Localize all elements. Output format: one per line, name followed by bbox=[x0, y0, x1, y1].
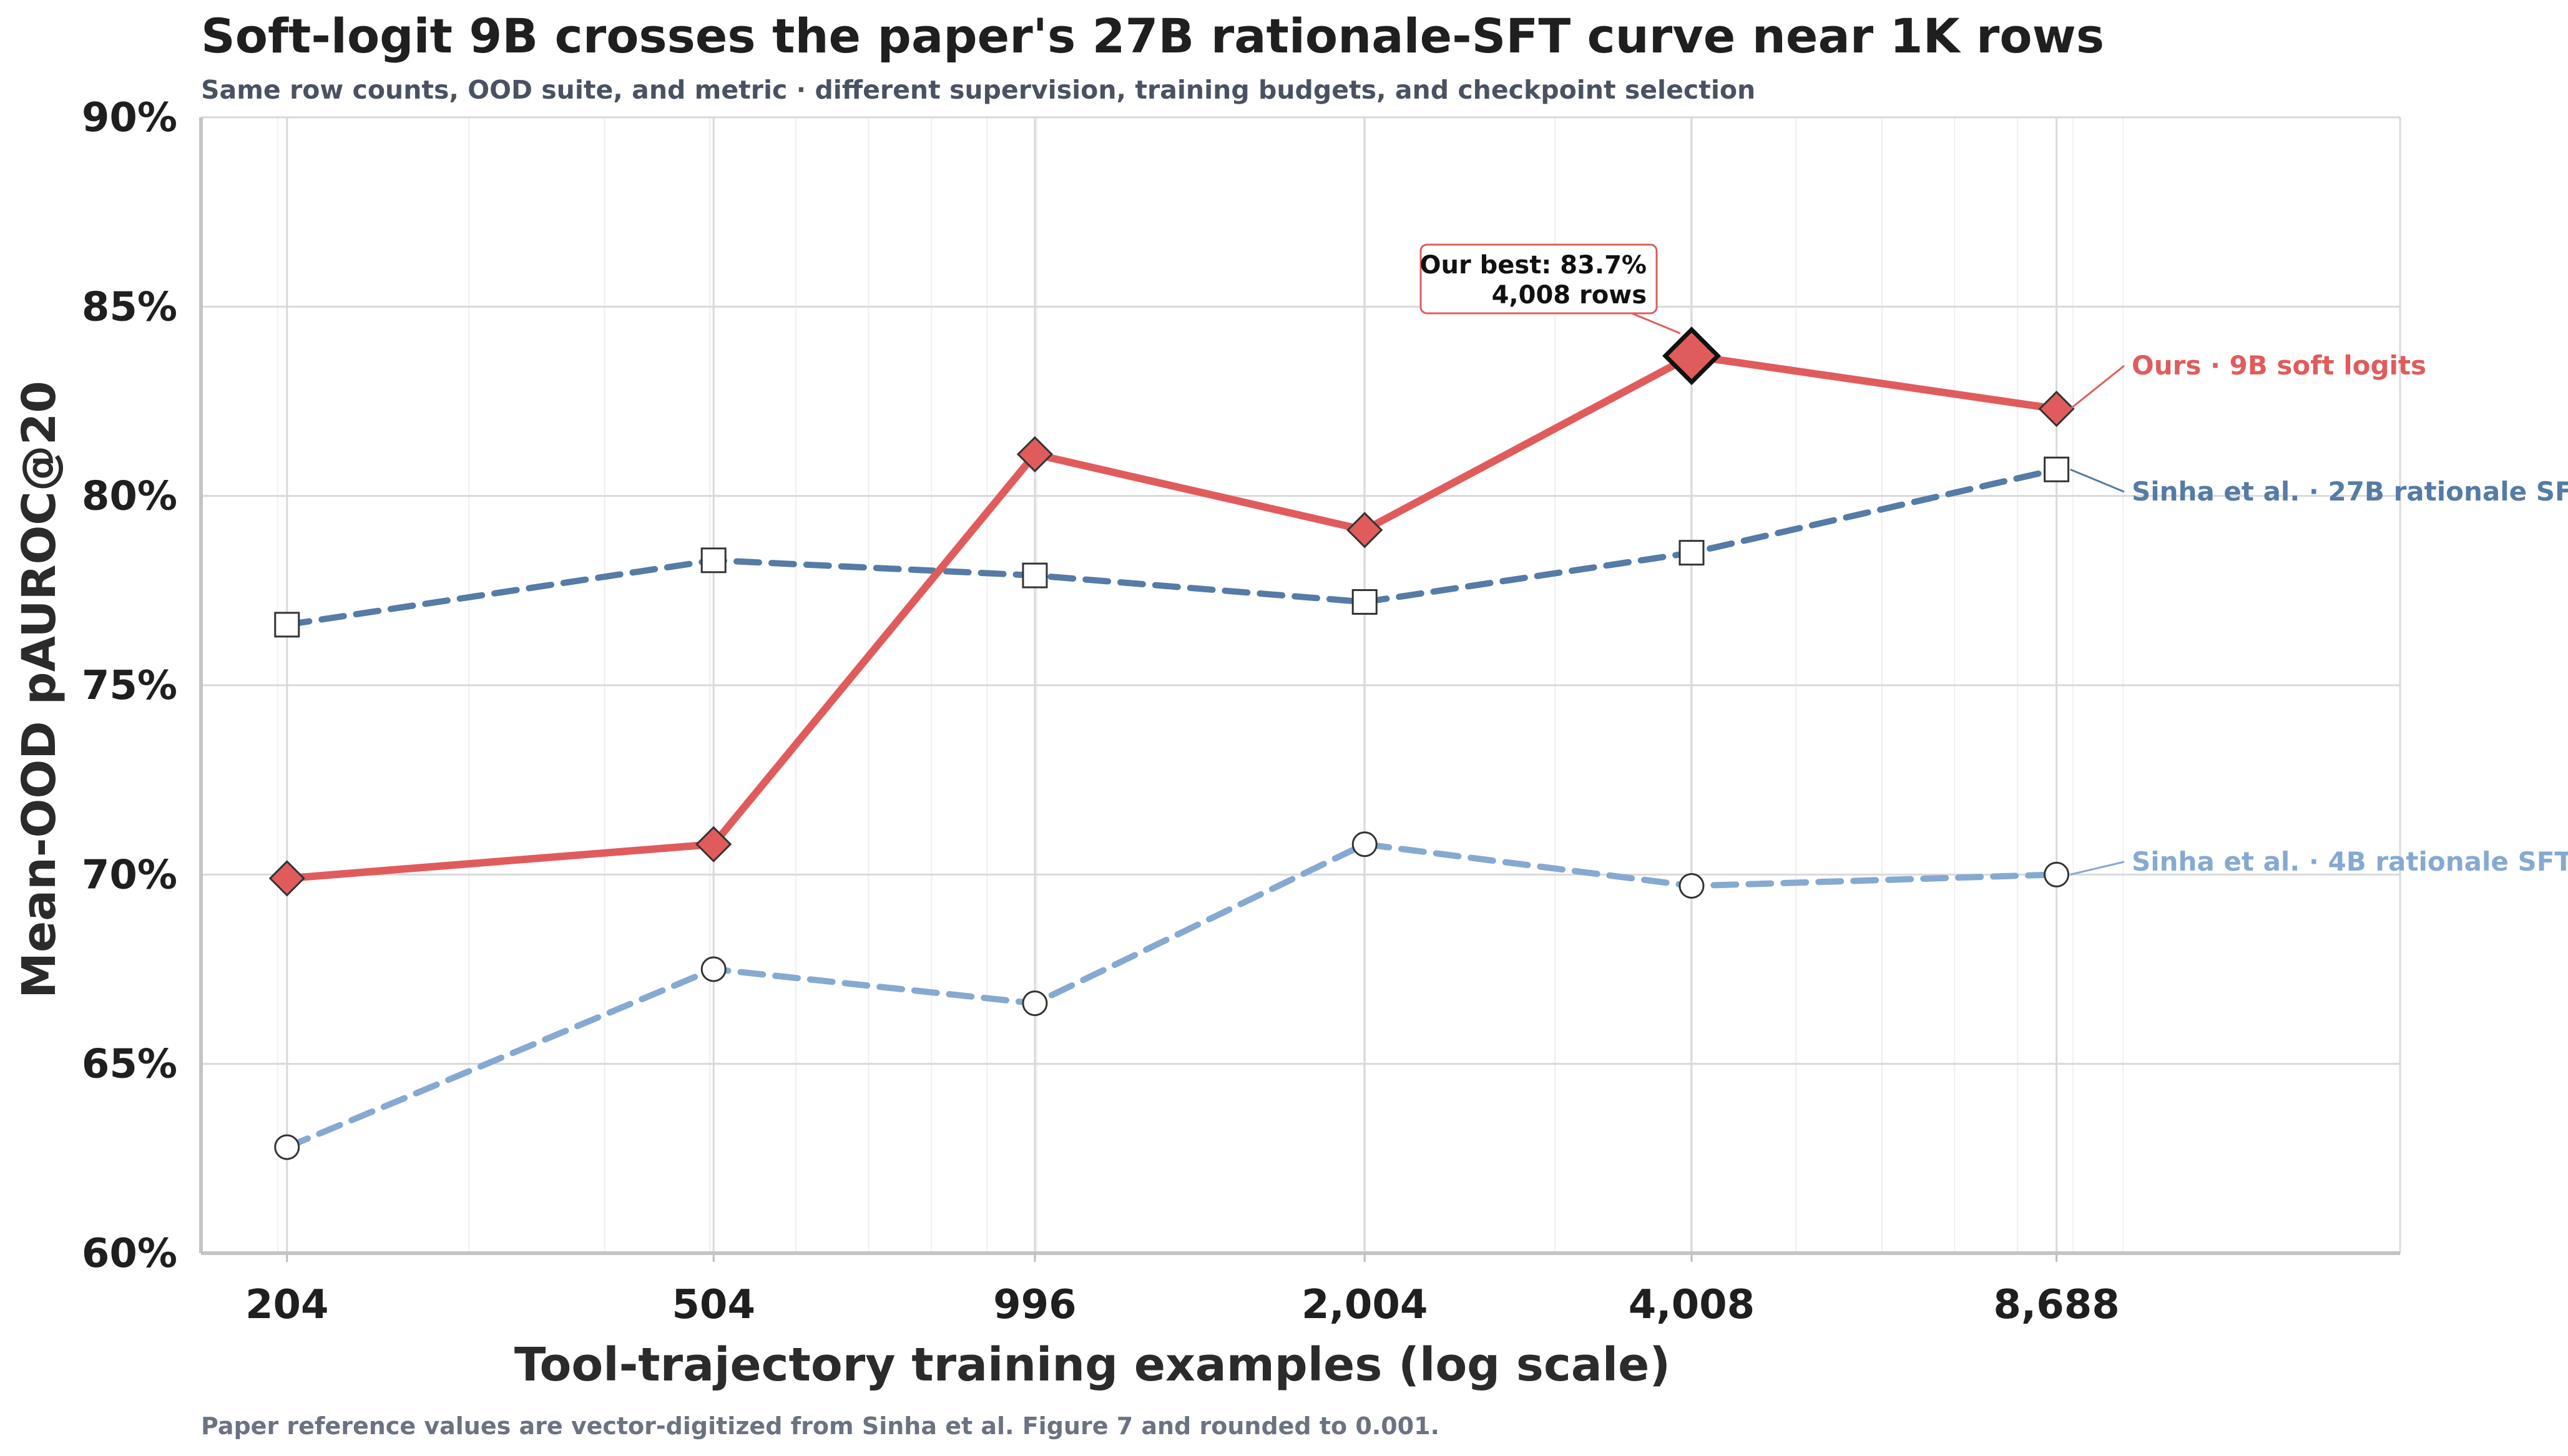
x-tick-label: 204 bbox=[245, 1282, 329, 1328]
series-line bbox=[283, 466, 2060, 628]
series-label: Sinha et al. · 27B rationale SFT bbox=[2132, 476, 2568, 507]
y-tick-label: 70% bbox=[82, 852, 177, 898]
x-tick-label: 996 bbox=[993, 1282, 1077, 1328]
series-labels: Ours · 9B soft logits Sinha et al. · 27B … bbox=[2069, 350, 2568, 877]
series-label: Ours · 9B soft logits bbox=[2132, 350, 2426, 381]
series-label: Sinha et al. · 4B rationale SFT bbox=[2132, 846, 2568, 877]
data-point bbox=[1346, 512, 1383, 549]
y-tick-label: 85% bbox=[82, 284, 177, 330]
data-point bbox=[1679, 540, 1705, 566]
series-line bbox=[283, 352, 2061, 882]
grid bbox=[201, 116, 2401, 1254]
data-point bbox=[2038, 391, 2075, 428]
best-data-point bbox=[1662, 326, 1721, 386]
series-line bbox=[283, 841, 2060, 1151]
data-point bbox=[1022, 990, 1048, 1017]
best-annotation: Our best: 83.7%4,008 rows bbox=[1419, 243, 1681, 335]
data-point bbox=[700, 956, 727, 982]
axes: 60% 65% 70% 75% 80% 85% 90% 204 504 996 2,004 4,008… bbox=[82, 95, 2400, 1328]
annotation-line-2: 4,008 rows bbox=[1492, 281, 1647, 310]
data-point bbox=[1351, 831, 1378, 857]
chart-title: Soft-logit 9B crosses the paper's 27B ra… bbox=[201, 8, 2104, 64]
data-point bbox=[2044, 861, 2070, 887]
data-point bbox=[274, 1134, 300, 1160]
annotation-line-1: Our best: 83.7% bbox=[1419, 251, 1647, 280]
y-tick-label: 60% bbox=[82, 1231, 177, 1277]
x-tick-label: 4,008 bbox=[1629, 1282, 1755, 1328]
x-axis-label: Tool-trajectory training examples (log s… bbox=[514, 1338, 1670, 1392]
y-axis-label: Mean-OOD pAUROC@20 bbox=[12, 381, 66, 998]
y-tick-label: 80% bbox=[82, 474, 177, 520]
data-point bbox=[1351, 589, 1378, 615]
data-point bbox=[700, 547, 727, 574]
series-lines bbox=[283, 352, 2061, 1151]
annotation-box bbox=[1419, 243, 1658, 315]
data-point bbox=[2044, 456, 2070, 482]
y-tick-label: 75% bbox=[82, 663, 177, 709]
data-point bbox=[1016, 436, 1054, 473]
series-leader-line bbox=[2070, 861, 2125, 876]
data-point bbox=[274, 612, 300, 638]
x-tick-label: 8,688 bbox=[1993, 1282, 2119, 1328]
data-point bbox=[268, 860, 305, 897]
x-tick-label: 504 bbox=[672, 1282, 755, 1328]
series-leader-line bbox=[2070, 468, 2125, 493]
annotation-pointer bbox=[1631, 312, 1681, 335]
data-point bbox=[1679, 873, 1705, 899]
footnote: Paper reference values are vector-digiti… bbox=[201, 1412, 1439, 1440]
y-tick-label: 90% bbox=[82, 95, 177, 141]
series-markers bbox=[268, 326, 2075, 1160]
series-leader-line bbox=[2069, 364, 2125, 410]
x-tick-label: 2,004 bbox=[1301, 1282, 1428, 1328]
data-point bbox=[1022, 562, 1048, 589]
y-tick-label: 65% bbox=[82, 1042, 177, 1088]
data-point bbox=[695, 826, 732, 862]
chart-subtitle: Same row counts, OOD suite, and metric ·… bbox=[201, 75, 1755, 105]
